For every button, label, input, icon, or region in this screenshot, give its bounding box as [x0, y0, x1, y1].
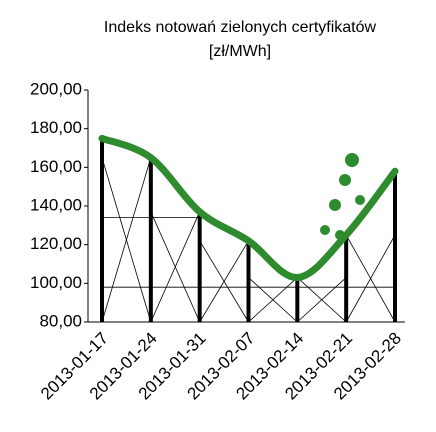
post: [197, 211, 202, 322]
post: [393, 171, 397, 322]
post: [246, 240, 251, 322]
y-tick-label: 100,00: [30, 273, 82, 292]
brace: [297, 277, 347, 323]
brace: [248, 277, 298, 323]
trees: [320, 153, 365, 240]
y-tick-label: 140,00: [30, 195, 82, 214]
brace: [199, 240, 249, 323]
y-tick-label: 180,00: [30, 118, 82, 137]
line: [98, 134, 399, 282]
post: [148, 157, 153, 322]
post: [344, 235, 349, 322]
scaffolding: [101, 157, 396, 323]
y-tick-label: 120,00: [30, 234, 82, 253]
chart-title: Indeks notowań zielonych certyfikatów: [104, 19, 377, 36]
post: [100, 138, 104, 322]
chart-subtitle: [zł/MWh]: [209, 43, 271, 60]
brace: [150, 211, 201, 323]
brace: [345, 234, 396, 323]
y-tick-label: 160,00: [30, 157, 82, 176]
brace: [101, 157, 152, 323]
y-tick-label: 200,00: [30, 79, 82, 98]
post: [295, 277, 300, 322]
y-tick-label: 80,00: [39, 311, 82, 330]
